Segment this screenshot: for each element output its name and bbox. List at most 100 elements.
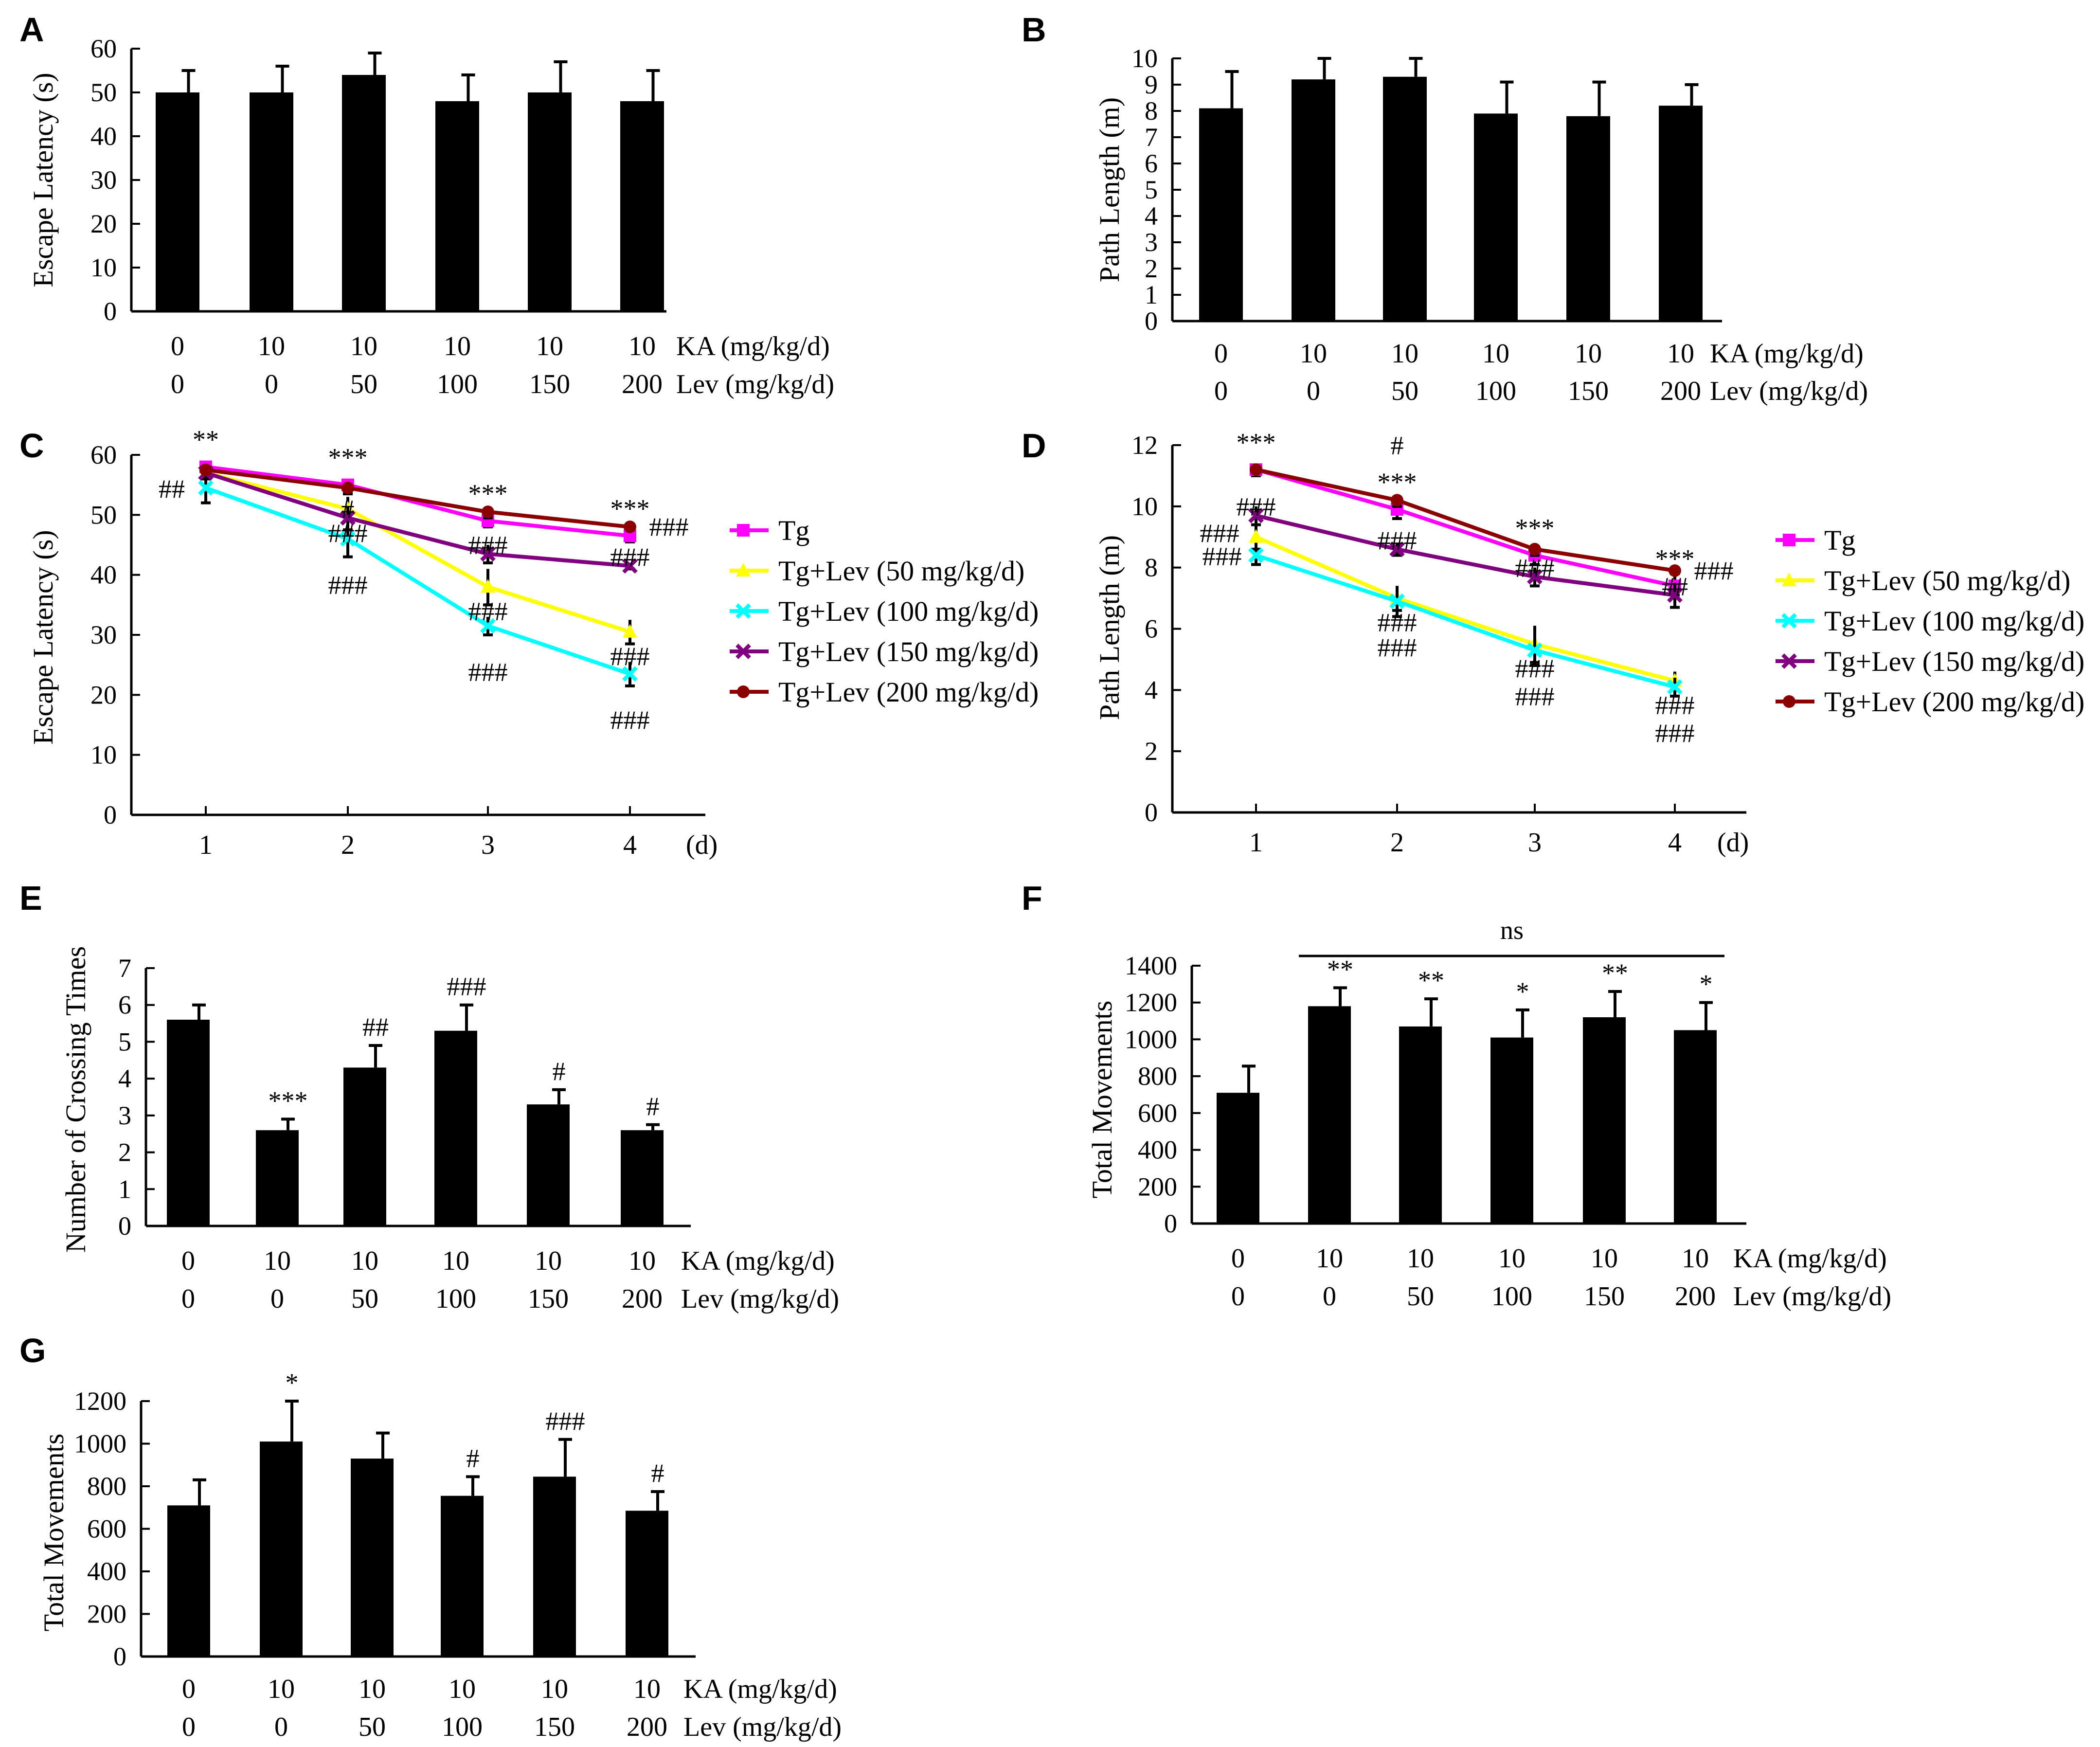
panel-g-significance-label: # bbox=[467, 1443, 480, 1473]
panel-e-significance-label: # bbox=[646, 1092, 660, 1121]
panel-e-ka-dose-label: 0 bbox=[181, 1246, 195, 1276]
panel-d-significance-label: # bbox=[1391, 431, 1404, 460]
panel-e-y-tick-label: 0 bbox=[118, 1211, 131, 1241]
panel-d-significance-label: *** bbox=[1378, 468, 1417, 497]
panel-e-ka-row-label: KA (mg/kg/d) bbox=[681, 1246, 835, 1276]
panel-d-significance-label: ### bbox=[1694, 556, 1734, 585]
panel-g-y-tick-label: 0 bbox=[113, 1642, 126, 1671]
panel-c-x-tick-label: 1 bbox=[199, 830, 213, 860]
panel-b-y-tick-label: 4 bbox=[1145, 201, 1158, 231]
panel-b-lev-dose-label: 0 bbox=[1307, 376, 1320, 406]
panel-e-lev-dose-label: 0 bbox=[181, 1284, 195, 1314]
panel-c-significance-label: ### bbox=[328, 519, 368, 548]
panel-f-lev-dose-label: 0 bbox=[1231, 1281, 1245, 1312]
panel-e-y-axis-label: Number of Crossing Times bbox=[60, 946, 91, 1253]
panel-d-y-tick-label: 0 bbox=[1145, 798, 1158, 827]
panel-c-data-point bbox=[622, 666, 638, 682]
panel-b-bar bbox=[1566, 116, 1610, 322]
panel-c-significance-label: *** bbox=[468, 479, 508, 508]
panel-a-bar bbox=[620, 101, 664, 311]
panel-b-bar bbox=[1292, 79, 1335, 321]
panel-c-legend-marker bbox=[736, 603, 751, 619]
panel-d-legend-label: Tg+Lev (50 mg/kg/d) bbox=[1824, 565, 2070, 596]
panel-a-bar bbox=[250, 92, 293, 311]
panel-a-y-tick-label: 40 bbox=[90, 122, 117, 151]
panel-e-ka-dose-label: 10 bbox=[264, 1246, 291, 1276]
panel-c-series-line bbox=[205, 471, 630, 568]
panel-d-x-tick-label: 1 bbox=[1249, 828, 1263, 858]
panel-b-ka-dose-label: 10 bbox=[1300, 339, 1327, 369]
panel-b-y-tick-label: 1 bbox=[1145, 280, 1158, 309]
panel-label-b: B bbox=[1022, 11, 1046, 49]
panel-d-significance-label: ### bbox=[1200, 519, 1239, 548]
panel-c-y-axis-label: Escape Latency (s) bbox=[27, 530, 59, 744]
panel-f-bar bbox=[1674, 1030, 1717, 1224]
panel-e-bar bbox=[343, 1067, 386, 1226]
panel-a-lev-dose-label: 200 bbox=[622, 369, 663, 399]
panel-b-lev-dose-label: 0 bbox=[1214, 376, 1228, 406]
panel-label-d: D bbox=[1022, 427, 1046, 465]
panel-g-y-tick-label: 1200 bbox=[74, 1387, 126, 1416]
panel-c-y-tick-label: 30 bbox=[90, 620, 117, 649]
panel-label-a: A bbox=[19, 11, 44, 49]
panel-b-y-tick-label: 0 bbox=[1145, 306, 1158, 336]
panel-g-significance-label: ### bbox=[546, 1406, 585, 1436]
panel-d-significance-label: ### bbox=[1378, 608, 1417, 637]
panel-g-y-tick-label: 200 bbox=[87, 1600, 126, 1629]
panel-g-ka-dose-label: 10 bbox=[449, 1674, 476, 1704]
panel-a-bar bbox=[156, 92, 199, 311]
panel-b-y-tick-label: 6 bbox=[1145, 149, 1158, 178]
panel-d-data-point bbox=[1248, 547, 1264, 563]
panel-c-x-axis-unit: (d) bbox=[686, 830, 718, 860]
panel-d-legend-label: Tg+Lev (200 mg/kg/d) bbox=[1824, 686, 2084, 718]
panel-b-bar bbox=[1659, 106, 1703, 321]
panel-c-x-tick-label: 3 bbox=[481, 830, 495, 860]
panel-c-significance-label: ### bbox=[649, 512, 689, 541]
panel-g-lev-dose-label: 150 bbox=[534, 1712, 575, 1742]
panel-f-lev-dose-label: 200 bbox=[1675, 1281, 1716, 1312]
panel-a-y-tick-label: 30 bbox=[90, 165, 117, 195]
panel-e-lev-dose-label: 50 bbox=[351, 1284, 378, 1314]
panel-c-data-point bbox=[341, 481, 354, 494]
panel-g-ka-dose-label: 10 bbox=[359, 1674, 386, 1704]
panel-a-bar bbox=[435, 101, 479, 311]
panel-d-x-tick-label: 4 bbox=[1668, 828, 1682, 858]
panel-f-significance-label: ** bbox=[1602, 958, 1628, 988]
panel-f-ka-dose-label: 0 bbox=[1231, 1243, 1245, 1274]
panel-e-lev-dose-label: 0 bbox=[270, 1284, 284, 1314]
panel-d-x-axis-unit: (d) bbox=[1717, 828, 1749, 858]
panel-c-data-point bbox=[622, 558, 638, 574]
panel-f-significance-label: ** bbox=[1327, 955, 1353, 984]
panel-a-ka-dose-label: 0 bbox=[171, 331, 184, 361]
panel-e-y-tick-label: 2 bbox=[118, 1138, 131, 1167]
panel-f-ka-dose-label: 10 bbox=[1682, 1243, 1709, 1274]
panel-d-significance-label: ## bbox=[1662, 572, 1688, 601]
panel-c-data-point bbox=[340, 531, 356, 547]
panel-d-x-tick-label: 3 bbox=[1528, 828, 1542, 858]
panel-c-series-line bbox=[205, 486, 631, 676]
panel-d-y-tick-label: 12 bbox=[1131, 431, 1158, 460]
panel-e-ka-dose-label: 10 bbox=[535, 1246, 562, 1276]
panel-d-y-tick-label: 2 bbox=[1145, 737, 1158, 766]
panel-g-y-tick-label: 1000 bbox=[74, 1429, 126, 1459]
panel-c-significance-label: *** bbox=[610, 494, 650, 523]
panel-d-data-point bbox=[1391, 494, 1403, 507]
panel-c-data-point bbox=[198, 480, 214, 496]
panel-b-bar bbox=[1383, 76, 1427, 322]
panel-g-ka-dose-label: 10 bbox=[633, 1674, 661, 1704]
panel-a-y-tick-label: 50 bbox=[90, 78, 117, 107]
panel-f-ka-row-label: KA (mg/kg/d) bbox=[1733, 1243, 1887, 1274]
panel-g-y-tick-label: 800 bbox=[87, 1472, 126, 1501]
panel-a-lev-dose-label: 150 bbox=[529, 369, 570, 399]
panel-g-ka-dose-label: 0 bbox=[182, 1674, 196, 1704]
panel-b-bar bbox=[1474, 113, 1518, 321]
panel-d-data-point bbox=[1389, 541, 1405, 557]
panel-d-data-point bbox=[1249, 529, 1263, 543]
panel-a-y-axis-label: Escape Latency (s) bbox=[27, 72, 59, 287]
panel-f-y-tick-label: 1200 bbox=[1125, 988, 1177, 1017]
panel-d-data-point bbox=[1528, 542, 1541, 556]
panel-c-legend-marker bbox=[736, 563, 751, 576]
panel-g-lev-dose-label: 0 bbox=[182, 1712, 196, 1742]
panel-d-legend-marker bbox=[1781, 613, 1797, 629]
panel-c-y-tick-label: 50 bbox=[90, 500, 117, 529]
